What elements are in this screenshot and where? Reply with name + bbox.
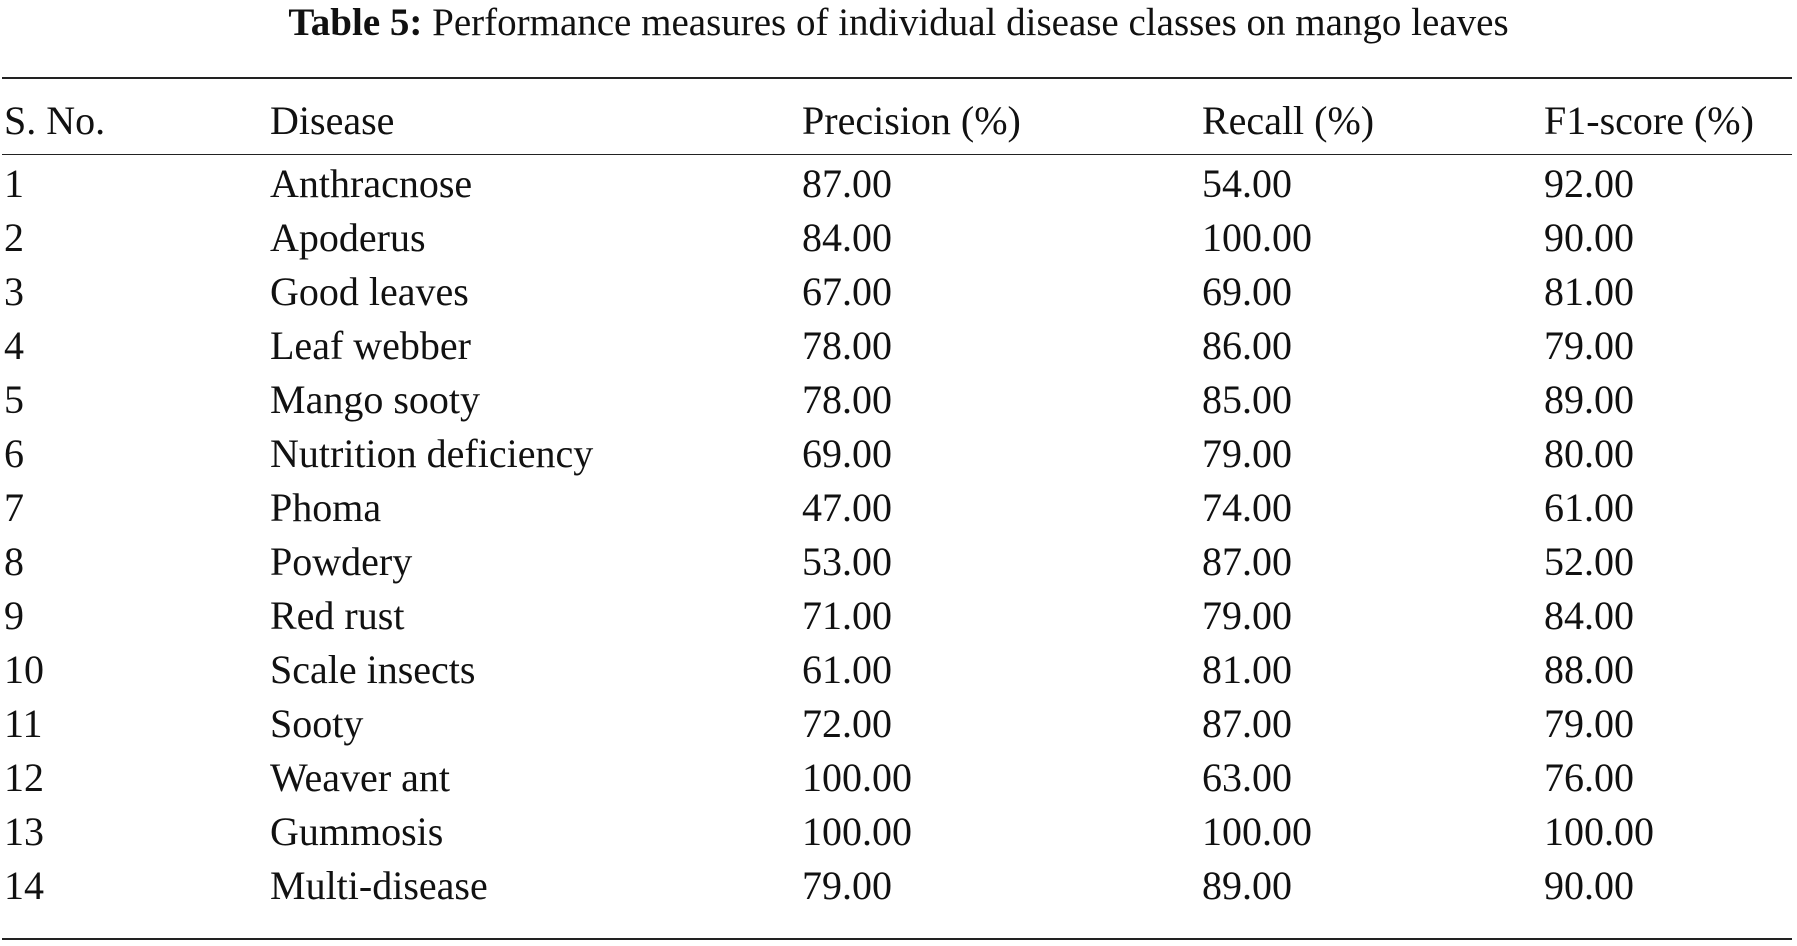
cell-disease: Phoma: [270, 484, 382, 530]
cell-disease: Apoderus: [270, 214, 426, 260]
cell-f1: 81.00: [1544, 268, 1634, 314]
cell-disease: Multi-disease: [270, 862, 488, 908]
table-row: 14 Multi-disease 79.00 89.00 90.00: [0, 858, 1797, 912]
header-disease: Disease: [270, 97, 395, 143]
cell-precision: 100.00: [802, 808, 912, 854]
cell-f1: 100.00: [1544, 808, 1654, 854]
cell-precision: 100.00: [802, 754, 912, 800]
cell-sno: 12: [4, 754, 44, 800]
table-row: 13 Gummosis 100.00 100.00 100.00: [0, 804, 1797, 858]
cell-precision: 53.00: [802, 538, 892, 584]
header-sno: S. No.: [4, 97, 106, 143]
cell-precision: 69.00: [802, 430, 892, 476]
cell-f1: 80.00: [1544, 430, 1634, 476]
cell-precision: 47.00: [802, 484, 892, 530]
cell-recall: 87.00: [1202, 700, 1292, 746]
cell-f1: 92.00: [1544, 160, 1634, 206]
cell-precision: 71.00: [802, 592, 892, 638]
cell-disease: Leaf webber: [270, 322, 471, 368]
cell-recall: 87.00: [1202, 538, 1292, 584]
table-row: 11 Sooty 72.00 87.00 79.00: [0, 696, 1797, 750]
cell-disease: Powdery: [270, 538, 413, 584]
cell-precision: 78.00: [802, 376, 892, 422]
cell-precision: 84.00: [802, 214, 892, 260]
cell-disease: Gummosis: [270, 808, 444, 854]
header-row: S. No. Disease Precision (%) Recall (%) …: [0, 80, 1797, 156]
cell-sno: 5: [4, 376, 24, 422]
cell-precision: 61.00: [802, 646, 892, 692]
cell-sno: 3: [4, 268, 24, 314]
cell-f1: 79.00: [1544, 322, 1634, 368]
bottom-rule: [2, 938, 1792, 940]
table-row: 7 Phoma 47.00 74.00 61.00: [0, 480, 1797, 534]
cell-disease: Anthracnose: [270, 160, 473, 206]
cell-disease: Nutrition deficiency: [270, 430, 594, 476]
header-f1: F1-score (%): [1544, 97, 1754, 143]
cell-disease: Sooty: [270, 700, 364, 746]
table-row: 1 Anthracnose 87.00 54.00 92.00: [0, 156, 1797, 210]
cell-f1: 79.00: [1544, 700, 1634, 746]
cell-f1: 88.00: [1544, 646, 1634, 692]
table-row: 4 Leaf webber 78.00 86.00 79.00: [0, 318, 1797, 372]
table-row: 5 Mango sooty 78.00 85.00 89.00: [0, 372, 1797, 426]
cell-recall: 69.00: [1202, 268, 1292, 314]
table-row: 8 Powdery 53.00 87.00 52.00: [0, 534, 1797, 588]
cell-f1: 89.00: [1544, 376, 1634, 422]
cell-recall: 100.00: [1202, 808, 1312, 854]
table-row: 12 Weaver ant 100.00 63.00 76.00: [0, 750, 1797, 804]
cell-precision: 79.00: [802, 862, 892, 908]
header-rule: [2, 154, 1792, 155]
cell-sno: 8: [4, 538, 24, 584]
table-row: 6 Nutrition deficiency 69.00 79.00 80.00: [0, 426, 1797, 480]
cell-recall: 86.00: [1202, 322, 1292, 368]
table-row: 3 Good leaves 67.00 69.00 81.00: [0, 264, 1797, 318]
cell-sno: 2: [4, 214, 24, 260]
cell-sno: 13: [4, 808, 44, 854]
cell-f1: 61.00: [1544, 484, 1634, 530]
cell-recall: 54.00: [1202, 160, 1292, 206]
cell-f1: 90.00: [1544, 214, 1634, 260]
cell-recall: 74.00: [1202, 484, 1292, 530]
header-precision: Precision (%): [802, 97, 1021, 143]
cell-sno: 4: [4, 322, 24, 368]
cell-sno: 1: [4, 160, 24, 206]
cell-disease: Mango sooty: [270, 376, 480, 422]
cell-sno: 11: [4, 700, 43, 746]
cell-disease: Good leaves: [270, 268, 469, 314]
cell-sno: 9: [4, 592, 24, 638]
cell-precision: 87.00: [802, 160, 892, 206]
table-caption-text: Performance measures of individual disea…: [432, 1, 1509, 44]
cell-recall: 100.00: [1202, 214, 1312, 260]
cell-recall: 63.00: [1202, 754, 1292, 800]
cell-f1: 90.00: [1544, 862, 1634, 908]
cell-sno: 7: [4, 484, 24, 530]
table-row: 10 Scale insects 61.00 81.00 88.00: [0, 642, 1797, 696]
cell-f1: 76.00: [1544, 754, 1634, 800]
header-recall: Recall (%): [1202, 97, 1375, 143]
cell-sno: 10: [4, 646, 44, 692]
table-body: 1 Anthracnose 87.00 54.00 92.00 2 Apoderus 84.0…: [0, 156, 1797, 912]
cell-recall: 79.00: [1202, 592, 1292, 638]
cell-f1: 84.00: [1544, 592, 1634, 638]
cell-disease: Weaver ant: [270, 754, 450, 800]
cell-precision: 67.00: [802, 268, 892, 314]
table-caption-label: Table 5:: [288, 1, 423, 44]
cell-f1: 52.00: [1544, 538, 1634, 584]
cell-recall: 79.00: [1202, 430, 1292, 476]
cell-disease: Scale insects: [270, 646, 476, 692]
cell-sno: 14: [4, 862, 44, 908]
performance-table: S. No. Disease Precision (%) Recall (%) …: [0, 80, 1797, 912]
cell-sno: 6: [4, 430, 24, 476]
cell-disease: Red rust: [270, 592, 405, 638]
cell-precision: 72.00: [802, 700, 892, 746]
top-rule: [2, 77, 1792, 79]
cell-recall: 81.00: [1202, 646, 1292, 692]
cell-recall: 89.00: [1202, 862, 1292, 908]
table-row: 9 Red rust 71.00 79.00 84.00: [0, 588, 1797, 642]
cell-precision: 78.00: [802, 322, 892, 368]
table-caption: Table 5: Performance measures of individ…: [0, 0, 1797, 46]
table-row: 2 Apoderus 84.00 100.00 90.00: [0, 210, 1797, 264]
cell-recall: 85.00: [1202, 376, 1292, 422]
